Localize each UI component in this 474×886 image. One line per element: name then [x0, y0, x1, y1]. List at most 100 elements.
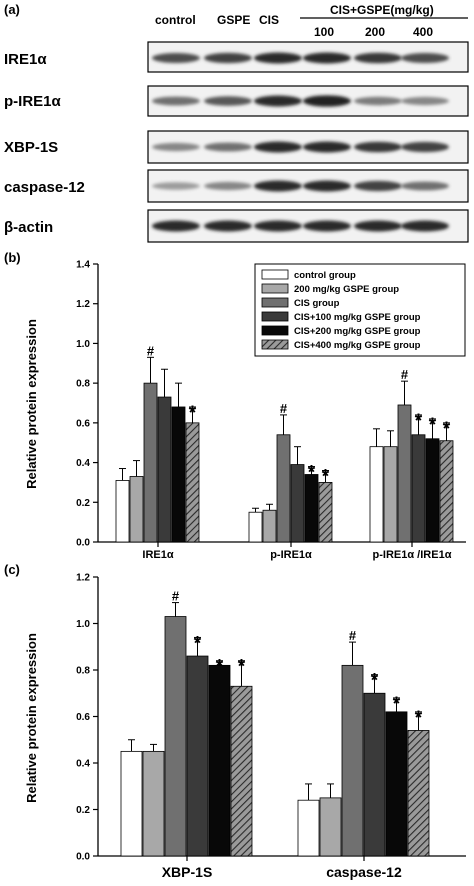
blot-band-actin-lane-1	[152, 220, 200, 232]
bar-xbp-1s-200-mg-kg-gspe-group	[142, 750, 165, 857]
blot-band-p-ire1-lane-3	[254, 95, 302, 107]
legend: control group 200 mg/kg GSPE group CIS g…	[254, 263, 466, 357]
bar-caspase-12-cis-200-mg-kg-gspe-group	[385, 711, 408, 857]
y-tick-label: 1.0	[76, 619, 90, 630]
legend-swatch	[261, 283, 289, 294]
panel-c: (c) Relative protein expression 0.00.20.…	[4, 562, 466, 880]
significance-star: *	[393, 694, 401, 715]
y-tick-label: 1.2	[76, 299, 90, 310]
blot-band-caspase-12-lane-5	[354, 180, 402, 192]
bar-xbp-1s-cis-100-mg-kg-gspe-group	[186, 655, 209, 857]
bar-p-ire1-cis-100-mg-kg-gspe-group	[290, 464, 305, 543]
bar-p-ire1-control-group	[248, 511, 263, 543]
blot-row-beta-actin: β-actin	[4, 209, 469, 243]
significance-hash: #	[401, 367, 409, 382]
blot-row-p-ire1a: p-IRE1α	[4, 85, 469, 117]
y-tick-label: 0.0	[76, 538, 90, 549]
blot-band-actin-lane-2	[204, 220, 252, 232]
bar-caspase-12-cis-100-mg-kg-gspe-group	[363, 692, 386, 857]
bar-ire1-200-mg-kg-gspe-group	[129, 476, 144, 543]
blot-band-p-ire1-lane-6	[401, 96, 449, 106]
dose-label-200: 200	[365, 25, 385, 39]
bar-ire1-cis-400-mg-kg-gspe-group	[185, 422, 200, 543]
panel-b-letter: (b)	[4, 250, 21, 265]
lane-label-cis: CIS	[259, 13, 279, 27]
y-tick-label: 0.8	[76, 666, 90, 677]
blot-band-caspase-12-lane-6	[401, 181, 449, 191]
blot-label-caspase12: caspase-12	[4, 179, 85, 196]
legend-entry-cis-gspe400: CIS+400 mg/kg GSPE group	[261, 339, 421, 351]
significance-star: *	[238, 657, 246, 678]
bar-p-ire1-cis-400-mg-kg-gspe-group	[318, 482, 333, 543]
significance-hash: #	[172, 589, 180, 604]
bar-xbp-1s-cis-200-mg-kg-gspe-group	[208, 664, 231, 857]
y-tick-label: 0.6	[76, 418, 90, 429]
x-tick-label-ire1: IRE1α	[142, 549, 173, 561]
panel-c-ylabel: Relative protein expression	[24, 633, 39, 803]
bar-xbp-1s-cis-group	[164, 616, 187, 857]
significance-star: *	[308, 463, 316, 484]
significance-star: *	[443, 419, 451, 440]
blot-band-p-ire1-lane-2	[204, 96, 252, 106]
blot-band-ire1-lane-4	[303, 52, 351, 64]
dose-label-400: 400	[413, 25, 433, 39]
panel-a: (a) control GSPE CIS CIS+GSPE(mg/kg) 100…	[4, 2, 469, 243]
bar-p-ire1-ire1-cis-100-mg-kg-gspe-group	[411, 434, 426, 543]
panel-c-chart: 0.0 0.2 0.4 0.6 0.8 1.0 1.2 XBP-1S # * * * caspase-1…	[76, 573, 466, 880]
blot-band-p-ire1-lane-5	[354, 96, 402, 106]
blot-band-xbp-1s-lane-5	[354, 141, 402, 153]
bar-p-ire1-ire1-cis-group	[397, 404, 412, 543]
blot-label-xbp1s: XBP-1S	[4, 139, 58, 156]
blot-row-caspase12: caspase-12	[4, 169, 469, 203]
blot-band-actin-lane-3	[254, 220, 302, 232]
x-tick-label-p-ire1: p-IRE1α	[270, 549, 312, 561]
blot-band-ire1-lane-1	[152, 53, 200, 63]
bar-ire1-cis-group	[143, 382, 158, 543]
blot-band-actin-lane-4	[303, 220, 351, 232]
blot-band-actin-lane-5	[354, 220, 402, 232]
blot-band-ire1-lane-3	[254, 52, 302, 64]
x-tick-label-p-ire1-ire1: p-IRE1α /IRE1α	[373, 549, 452, 561]
blot-band-xbp-1s-lane-4	[303, 141, 351, 153]
bar-xbp-1s-cis-400-mg-kg-gspe-group	[230, 685, 253, 857]
blot-group-header: CIS+GSPE(mg/kg)	[330, 3, 434, 17]
significance-star: *	[322, 467, 330, 488]
panel-a-letter: (a)	[4, 2, 20, 17]
blot-label-beta-actin: β-actin	[4, 219, 53, 236]
significance-star: *	[429, 415, 437, 436]
blot-band-caspase-12-lane-4	[303, 180, 351, 192]
bar-p-ire1-200-mg-kg-gspe-group	[262, 509, 277, 543]
blot-band-xbp-1s-lane-1	[152, 142, 200, 152]
blot-band-p-ire1-lane-1	[152, 96, 200, 106]
bar-ire1-cis-100-mg-kg-gspe-group	[157, 396, 172, 543]
bar-caspase-12-cis-400-mg-kg-gspe-group	[407, 730, 430, 857]
legend-entry-cis-gspe200: CIS+200 mg/kg GSPE group	[261, 325, 421, 337]
significance-hash: #	[280, 401, 288, 416]
blot-label-ire1a: IRE1α	[4, 51, 47, 68]
bar-ire1-cis-200-mg-kg-gspe-group	[171, 406, 186, 543]
y-tick-label: 0.2	[76, 805, 90, 816]
bar-p-ire1-cis-200-mg-kg-gspe-group	[304, 474, 319, 543]
bar-caspase-12-cis-group	[341, 664, 364, 857]
bar-caspase-12-200-mg-kg-gspe-group	[319, 797, 342, 857]
significance-star: *	[415, 708, 423, 729]
panel-c-letter: (c)	[4, 562, 20, 577]
blot-band-caspase-12-lane-2	[204, 181, 252, 191]
lane-label-control: control	[155, 13, 196, 27]
blot-band-xbp-1s-lane-6	[401, 141, 449, 153]
significance-star: *	[415, 411, 423, 432]
bar-ire1-control-group	[115, 480, 130, 543]
x-tick-label-xbp-1s: XBP-1S	[162, 864, 213, 880]
significance-star: *	[371, 671, 379, 692]
blot-band-caspase-12-lane-3	[254, 180, 302, 192]
significance-star: *	[189, 403, 197, 424]
blot-band-xbp-1s-lane-2	[204, 142, 252, 152]
bar-xbp-1s-control-group	[120, 750, 143, 857]
blot-label-p-ire1a: p-IRE1α	[4, 93, 62, 110]
significance-star: *	[216, 657, 224, 678]
legend-swatch	[261, 339, 289, 350]
legend-label: control group	[294, 270, 356, 281]
legend-entry-gspe200: 200 mg/kg GSPE group	[261, 283, 399, 295]
legend-frame	[254, 263, 466, 357]
